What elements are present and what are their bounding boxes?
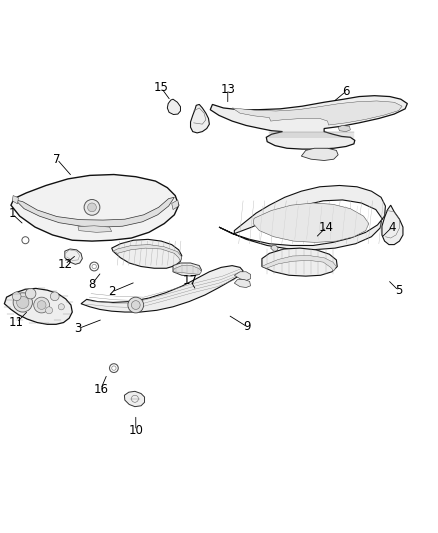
Text: 7: 7 <box>53 152 61 166</box>
Polygon shape <box>12 196 18 204</box>
Text: 9: 9 <box>244 320 251 334</box>
Circle shape <box>50 292 59 301</box>
Polygon shape <box>173 263 201 276</box>
Polygon shape <box>172 200 179 209</box>
Circle shape <box>12 292 21 301</box>
Text: 15: 15 <box>154 82 169 94</box>
Polygon shape <box>262 248 337 276</box>
Polygon shape <box>271 246 278 251</box>
Polygon shape <box>301 148 338 160</box>
Polygon shape <box>338 125 350 132</box>
Circle shape <box>58 304 64 310</box>
Text: 1: 1 <box>8 207 16 221</box>
Polygon shape <box>210 96 407 149</box>
Text: 16: 16 <box>93 383 108 395</box>
Text: 3: 3 <box>74 322 81 335</box>
Circle shape <box>25 288 36 299</box>
Text: 13: 13 <box>220 83 235 95</box>
Text: 4: 4 <box>388 221 396 233</box>
Circle shape <box>46 307 53 314</box>
Circle shape <box>128 297 144 313</box>
Circle shape <box>84 199 100 215</box>
Text: 14: 14 <box>319 221 334 233</box>
Polygon shape <box>124 391 145 407</box>
Text: 12: 12 <box>57 258 72 271</box>
Circle shape <box>131 301 140 310</box>
Text: 11: 11 <box>9 316 24 329</box>
Text: 17: 17 <box>183 274 198 287</box>
Polygon shape <box>112 239 182 268</box>
Polygon shape <box>113 245 182 261</box>
Text: 10: 10 <box>128 424 143 437</box>
Polygon shape <box>232 101 402 125</box>
Text: 6: 6 <box>342 85 350 98</box>
Text: 5: 5 <box>395 284 402 297</box>
Polygon shape <box>262 255 336 271</box>
Polygon shape <box>81 265 243 312</box>
Polygon shape <box>234 272 251 280</box>
Circle shape <box>13 293 32 312</box>
Text: 8: 8 <box>88 278 95 290</box>
Polygon shape <box>191 104 209 133</box>
Polygon shape <box>173 265 201 274</box>
Polygon shape <box>78 226 112 232</box>
Polygon shape <box>167 99 180 115</box>
Polygon shape <box>253 203 369 243</box>
Polygon shape <box>15 197 174 227</box>
Circle shape <box>88 203 96 212</box>
Polygon shape <box>4 288 72 324</box>
Polygon shape <box>219 185 385 250</box>
Polygon shape <box>382 205 403 245</box>
Circle shape <box>37 301 46 310</box>
Polygon shape <box>234 280 251 287</box>
Circle shape <box>17 296 29 309</box>
Polygon shape <box>65 249 82 264</box>
Polygon shape <box>11 174 179 241</box>
Text: 2: 2 <box>108 285 116 298</box>
Circle shape <box>34 297 49 313</box>
